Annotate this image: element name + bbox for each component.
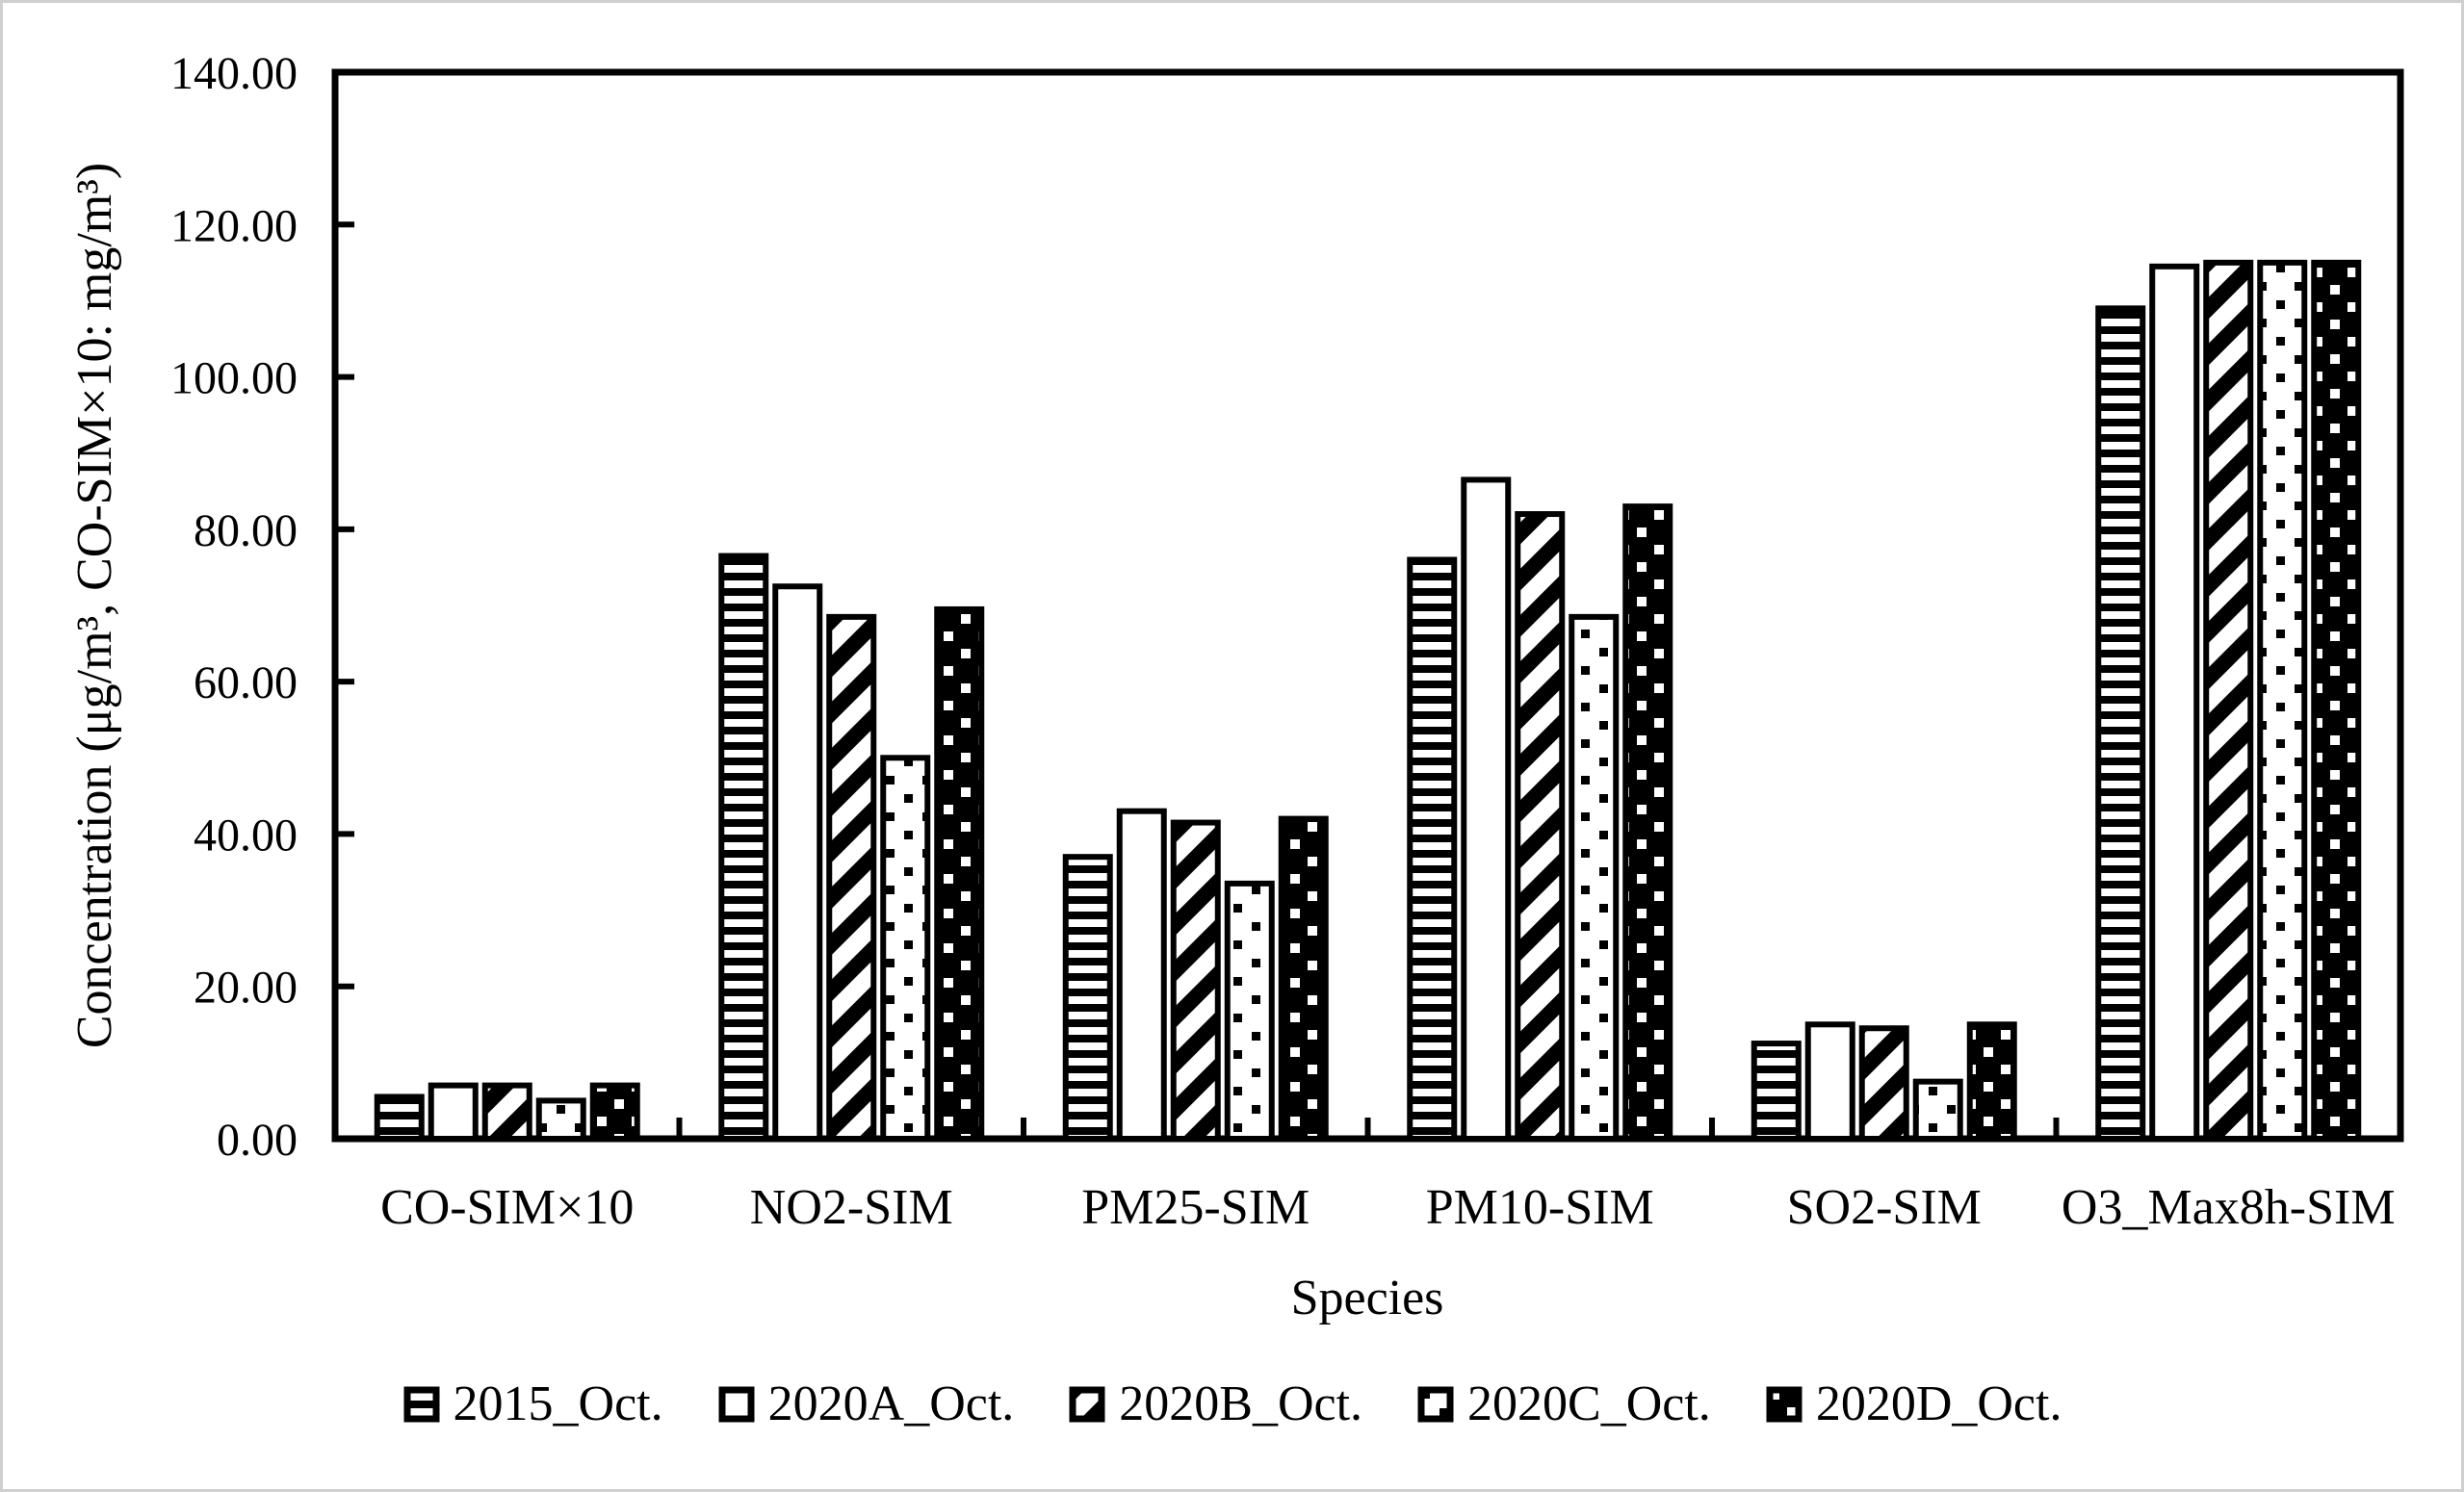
y-tick-label: 80.00	[194, 505, 298, 556]
bar-2020D_Oct.-PM10-SIM	[1622, 503, 1673, 1142]
x-category-label: SO2-SIM	[1787, 1180, 1982, 1235]
bar-2020A_Oct.-NO2-SIM	[772, 583, 823, 1142]
y-tick-label: 60.00	[194, 657, 298, 708]
chart-legend: 2015_Oct. 2020A_Oct. 2020B_Oct. 2020C_Oct. 2…	[3, 1379, 2461, 1429]
legend-label: 2020A_Oct.	[767, 1376, 1015, 1431]
bar-2020D_Oct.-NO2-SIM	[934, 605, 985, 1142]
legend-swatch-horizontal-stripes-icon	[403, 1386, 440, 1423]
legend-swatch-white-dots-on-black-icon	[1766, 1386, 1803, 1423]
legend-item-2020D_Oct.: 2020D_Oct.	[1765, 1379, 2062, 1429]
x-category-label: O3_Max8h-SIM	[2062, 1180, 2396, 1235]
y-tick-label: 40.00	[194, 810, 298, 861]
x-category-label: CO-SIM×10	[380, 1180, 634, 1235]
legend-label: 2020B_Oct.	[1119, 1376, 1363, 1431]
x-category-labels: CO-SIM×10 NO2-SIM PM25-SIM PM10-SIM SO2-SIM O…	[380, 1180, 2396, 1235]
bar-2020B_Oct.-O3_Max8h-SIM	[2203, 259, 2254, 1143]
bar-2020B_Oct.-SO2-SIM	[1858, 1025, 1909, 1142]
bar-2020C_Oct.-O3_Max8h-SIM	[2257, 259, 2308, 1143]
legend-item-2020C_Oct.: 2020C_Oct.	[1416, 1379, 1711, 1429]
legend-label: 2015_Oct.	[453, 1376, 663, 1431]
bar-2020A_Oct.-O3_Max8h-SIM	[2149, 263, 2200, 1143]
bars	[374, 259, 2362, 1143]
bar-2020D_Oct.-CO-SIM×10	[589, 1082, 640, 1142]
bar-chart: 0.00 20.00 40.00 60.00 80.00 100.00 120.00 140.…	[67, 48, 2404, 1325]
bar-2020D_Oct.-O3_Max8h-SIM	[2311, 259, 2362, 1143]
bar-2020A_Oct.-SO2-SIM	[1804, 1021, 1855, 1143]
bar-2020B_Oct.-PM25-SIM	[1170, 819, 1221, 1142]
legend-swatch-diagonal-stripes-icon	[1069, 1386, 1105, 1423]
bar-2020A_Oct.-CO-SIM×10	[428, 1082, 479, 1142]
bar-2020B_Oct.-PM10-SIM	[1515, 511, 1566, 1142]
x-axis-title: Species	[1291, 1271, 1444, 1325]
legend-swatch-black-dots-on-white-icon	[1417, 1386, 1454, 1423]
bar-2020C_Oct.-CO-SIM×10	[535, 1097, 586, 1143]
bar-2020A_Oct.-PM10-SIM	[1461, 476, 1512, 1142]
bar-2015_Oct.-O3_Max8h-SIM	[2095, 305, 2146, 1143]
bar-2020B_Oct.-NO2-SIM	[826, 613, 877, 1142]
bar-2015_Oct.-PM10-SIM	[1407, 556, 1458, 1142]
bar-2015_Oct.-PM25-SIM	[1062, 854, 1113, 1143]
x-category-label: NO2-SIM	[750, 1180, 953, 1235]
legend-item-2020A_Oct.: 2020A_Oct.	[717, 1376, 1015, 1431]
y-tick-label: 0.00	[217, 1115, 298, 1166]
legend-item-2020B_Oct.: 2020B_Oct.	[1068, 1379, 1362, 1429]
bar-2015_Oct.-SO2-SIM	[1751, 1041, 1802, 1142]
bar-2020B_Oct.-CO-SIM×10	[481, 1082, 532, 1142]
legend-label: 2020D_Oct.	[1815, 1376, 2062, 1431]
x-axis-ticks	[676, 1118, 2060, 1136]
legend-swatch-solid-white-icon	[718, 1386, 755, 1423]
legend-item-2015_Oct.: 2015_Oct.	[402, 1379, 663, 1429]
bar-2020A_Oct.-PM25-SIM	[1116, 808, 1167, 1143]
y-tick-label: 120.00	[170, 200, 298, 251]
bar-2020D_Oct.-SO2-SIM	[1966, 1021, 2017, 1143]
y-tick-label: 20.00	[194, 963, 298, 1014]
bar-2020C_Oct.-SO2-SIM	[1912, 1078, 1963, 1142]
y-tick-labels: 0.00 20.00 40.00 60.00 80.00 100.00 120.00 140.…	[170, 48, 298, 1166]
bar-2020C_Oct.-NO2-SIM	[880, 755, 931, 1142]
y-axis-ticks	[338, 221, 354, 990]
bar-2020C_Oct.-PM25-SIM	[1224, 880, 1275, 1142]
bar-2020D_Oct.-PM25-SIM	[1278, 815, 1329, 1142]
y-axis-title: Concentration (μg/m³, CO-SIM×10: mg/m³)	[67, 163, 122, 1048]
x-category-label: PM25-SIM	[1081, 1180, 1310, 1235]
legend-label: 2020C_Oct.	[1467, 1376, 1711, 1431]
y-tick-label: 100.00	[170, 353, 298, 404]
y-tick-label: 140.00	[170, 48, 298, 99]
plot-area-box	[331, 68, 2404, 1143]
bar-2020C_Oct.-PM10-SIM	[1569, 613, 1620, 1142]
bar-2015_Oct.-NO2-SIM	[718, 553, 769, 1142]
bar-2015_Oct.-CO-SIM×10	[374, 1093, 425, 1143]
x-category-label: PM10-SIM	[1426, 1180, 1654, 1235]
